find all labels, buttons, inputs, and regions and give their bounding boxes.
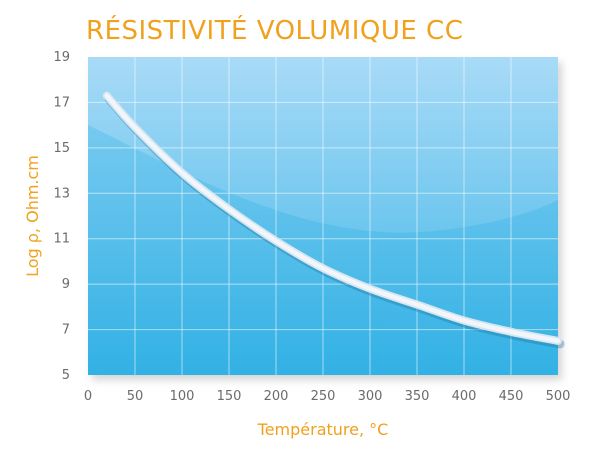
x-tick-label: 150	[217, 389, 242, 404]
y-axis-label: Log ρ, Ohm.cm	[23, 155, 42, 277]
x-axis-label: Température, °C	[257, 420, 389, 439]
x-tick-label: 0	[84, 389, 92, 404]
y-tick-label: 17	[53, 95, 70, 110]
x-axis-ticks: 0 50 100 150 200 250 300 350 400 450 500	[84, 389, 571, 404]
x-tick-label: 250	[311, 389, 336, 404]
x-tick-label: 400	[452, 389, 477, 404]
y-tick-label: 7	[62, 323, 70, 338]
chart-title: RÉSISTIVITÉ VOLUMIQUE CC	[86, 16, 464, 46]
x-tick-label: 350	[405, 389, 430, 404]
x-tick-label: 300	[358, 389, 383, 404]
y-tick-label: 11	[53, 232, 70, 247]
grid-lines	[88, 57, 558, 375]
y-tick-label: 9	[62, 277, 70, 292]
series-group	[102, 91, 565, 349]
series-line	[104, 93, 561, 344]
x-tick-label: 200	[264, 389, 289, 404]
y-tick-label: 15	[53, 141, 70, 156]
y-tick-label: 5	[62, 368, 70, 383]
x-tick-label: 500	[546, 389, 571, 404]
y-axis-ticks: 19 17 15 13 11 9 7 5	[53, 50, 70, 383]
x-tick-label: 50	[127, 389, 144, 404]
y-tick-label: 19	[53, 50, 70, 65]
y-tick-label: 13	[53, 186, 70, 201]
x-tick-label: 450	[499, 389, 524, 404]
x-tick-label: 100	[170, 389, 195, 404]
